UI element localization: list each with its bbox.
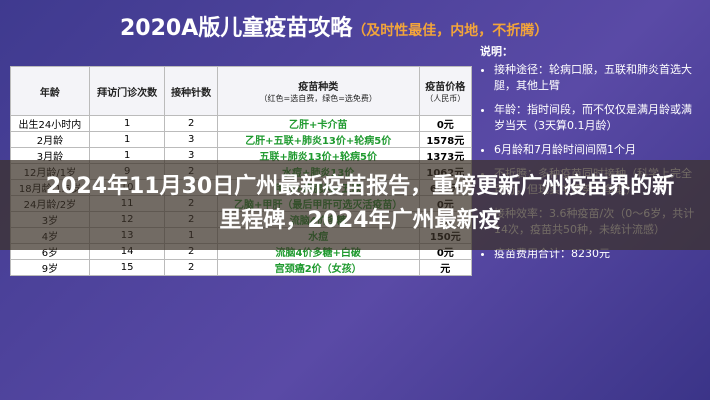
table-cell: 1 [88,131,166,148]
column-name: 疫苗种类 [298,82,339,93]
table-cell: 2 [164,115,218,132]
note-item: 疫苗费用合计：8230元 [494,246,702,262]
title-text: 2020A版儿童疫苗攻略 [120,16,353,41]
column-header: 疫苗种类 （红色=选自费，绿色=选免费） [216,66,420,116]
title: 2020A版儿童疫苗攻略（及时性最佳，内地，不折腾） [120,10,548,42]
column-note: （人民币） [425,94,466,103]
subtitle: （及时性最佳，内地，不折腾） [352,23,549,39]
column-header: 接种针数 [164,66,218,116]
table-cell: 元 [418,259,473,276]
table-cell: 0元 [418,115,473,132]
table-cell: 2 [164,259,218,276]
header-row: 年龄 拜访门诊次数 接种针数 疫苗种类 （红色=选自费，绿色=选免费） 疫苗价格 （人民币） [10,66,473,116]
table-row: 9岁 15 2 宫颈癌2价（女孩）元 [10,259,473,276]
table-row: 3月龄 1 3 五联+肺炎13价+轮病5价 1373元 [10,147,473,164]
table-cell: 宫颈癌2价（女孩） [216,259,420,276]
note-item: 接种途径：轮病口服，五联和肺炎首选大腿，其他上臂 [494,62,702,94]
table-cell: 2月龄 [10,131,90,148]
column-header: 拜访门诊次数 [88,66,166,116]
notes-title: 说明： [480,45,513,58]
table-cell: 乙肝+五联+肺炎13价+轮病5价 [216,131,420,148]
table-row: 出生24小时内 1 2 乙肝+卡介苗 0元 [10,115,473,132]
table-cell: 乙肝+卡介苗 [216,115,420,132]
table-cell: 1 [88,115,166,132]
table-cell: 15 [88,259,166,276]
table-cell: 出生24小时内 [10,115,90,132]
column-name: 拜访门诊次数 [97,87,158,99]
note-item: 6月龄和7月龄时间间隔1个月 [494,142,702,158]
column-note: （红色=选自费，绿色=选免费） [259,94,377,103]
overlay-band [0,160,710,250]
column-name: 疫苗价格 [425,82,466,93]
headline: 2024年11月30日广州最新疫苗报告，重磅更新广州疫苗界的新里程碑，2024年… [45,174,675,233]
column-header: 疫苗价格 （人民币） [418,66,473,116]
table-row: 2月龄 1 3 乙肝+五联+肺炎13价+轮病5价 1578元 [10,131,473,148]
table-cell: 3 [164,131,218,148]
column-name: 接种针数 [171,87,212,99]
table-cell: 9岁 [10,259,90,276]
table-cell: 1578元 [418,131,473,148]
note-item: 年龄：指时间段，而不仅仅是满月龄或满岁当天（3天算0.1月龄） [494,102,702,134]
column-header: 年龄 [10,66,90,116]
column-name: 年龄 [39,87,60,99]
